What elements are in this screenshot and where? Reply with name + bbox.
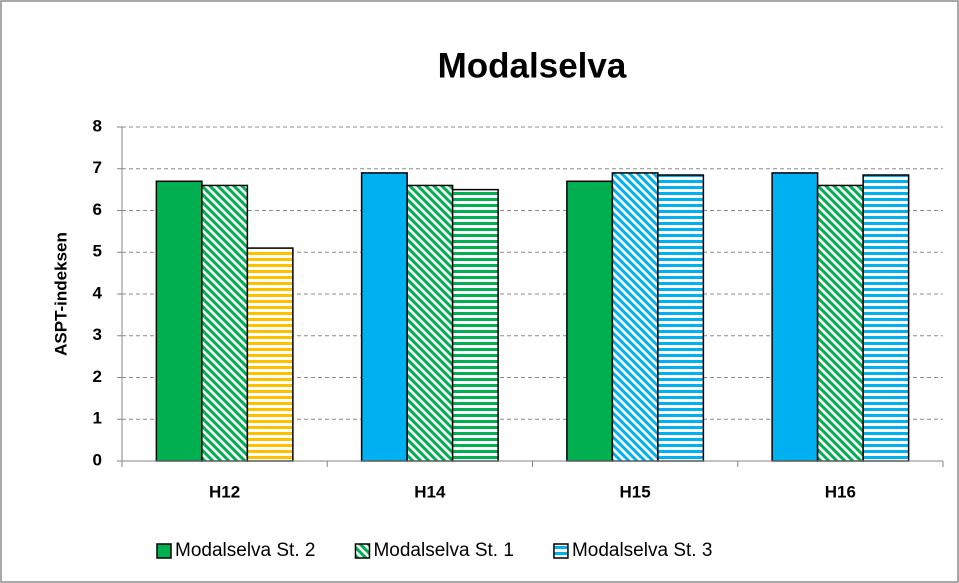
bar: [566, 180, 614, 462]
y-tick-label: 4: [93, 283, 103, 302]
bar: [771, 172, 819, 462]
bar: [201, 184, 249, 462]
bar: [451, 188, 499, 462]
bar: [611, 172, 659, 462]
y-tick-label: 5: [93, 242, 102, 261]
bar: [816, 184, 864, 462]
bar: [246, 247, 294, 462]
legend-label: Modalselva St. 3: [572, 540, 712, 561]
y-axis-label: ASPT-indeksen: [51, 232, 70, 356]
y-tick-label: 3: [93, 325, 102, 344]
bar: [155, 180, 203, 462]
legend-swatch: [354, 543, 371, 559]
legend-swatch: [553, 543, 569, 559]
legend-swatch: [156, 543, 172, 559]
bar: [862, 174, 910, 462]
y-tick-label: 1: [93, 409, 102, 428]
y-tick-label: 8: [93, 116, 102, 135]
y-tick-label: 7: [93, 158, 102, 177]
legend-label: Modalselva St. 1: [373, 540, 513, 561]
x-tick-label: H14: [414, 482, 446, 501]
legend-label: Modalselva St. 2: [175, 540, 315, 561]
y-tick-label: 0: [93, 450, 102, 469]
chart-title: Modalselva: [438, 46, 627, 85]
y-tick-label: 6: [93, 200, 102, 219]
bar: [406, 184, 454, 462]
x-tick-label: H12: [209, 482, 240, 501]
x-tick-label: H16: [825, 482, 856, 501]
y-tick-label: 2: [93, 367, 102, 386]
bar: [657, 174, 705, 462]
bar: [360, 172, 408, 462]
x-tick-label: H15: [620, 482, 651, 501]
